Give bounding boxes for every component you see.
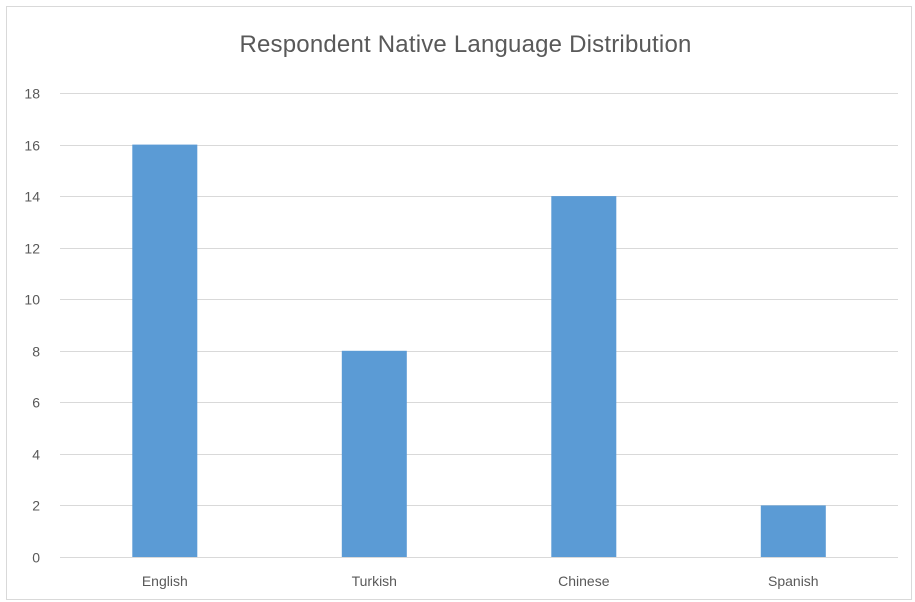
x-tick-label: Turkish [352,573,397,589]
bar-turkish [341,350,407,557]
y-tick-label: 6 [32,395,40,411]
y-tick-label: 12 [24,241,40,257]
y-tick-label: 0 [32,550,40,566]
x-axis-ticks: English Turkish Chinese Spanish [142,573,819,589]
bar-english [132,144,198,557]
y-tick-label: 2 [32,498,40,514]
y-tick-label: 16 [24,138,40,154]
y-tick-label: 18 [24,86,40,102]
y-tick-label: 4 [32,447,40,463]
x-tick-label: Spanish [768,573,819,589]
gridlines [60,93,898,558]
y-tick-label: 14 [24,189,40,205]
x-tick-label: English [142,573,188,589]
bars [132,144,826,557]
chart-title: Respondent Native Language Distribution [239,31,692,58]
bar-spanish [760,505,826,557]
y-tick-label: 8 [32,344,40,360]
bar-chinese [551,196,617,557]
y-tick-label: 10 [24,292,40,308]
y-axis-ticks: 0 2 4 6 8 10 12 14 16 18 [24,86,40,566]
x-tick-label: Chinese [558,573,610,589]
